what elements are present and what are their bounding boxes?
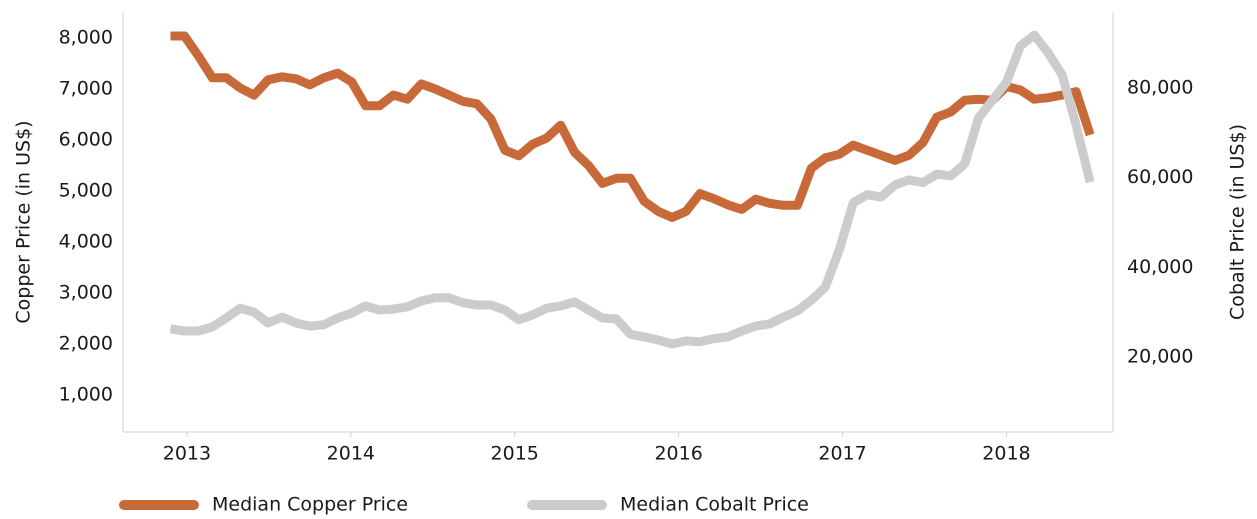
y2-tick-label: 40,000 — [1127, 256, 1193, 278]
y-tick-label: 2,000 — [59, 333, 113, 355]
y-tick-label: 4,000 — [59, 231, 113, 253]
y-tick-label: 6,000 — [59, 129, 113, 151]
legend-label: Median Cobalt Price — [620, 494, 809, 516]
x-tick-label: 2013 — [163, 443, 211, 465]
y-axis-label: Copper Price (in US$) — [13, 120, 35, 323]
x-tick-label: 2015 — [491, 443, 539, 465]
x-tick-label: 2016 — [654, 443, 702, 465]
y-tick-label: 5,000 — [59, 180, 113, 202]
y2-tick-label: 60,000 — [1127, 166, 1193, 188]
y2-tick-label: 80,000 — [1127, 77, 1193, 99]
x-tick-label: 2014 — [327, 443, 375, 465]
y2-tick-label: 20,000 — [1127, 346, 1193, 368]
y-tick-label: 3,000 — [59, 282, 113, 304]
y-tick-label: 7,000 — [59, 78, 113, 100]
series-line — [169, 30, 1095, 349]
x-tick-label: 2017 — [818, 443, 866, 465]
x-tick-label: 2018 — [982, 443, 1030, 465]
legend-label: Median Copper Price — [212, 494, 408, 516]
y-tick-label: 1,000 — [59, 384, 113, 406]
y2-axis-label: Cobalt Price (in US$) — [1227, 124, 1249, 320]
series-line — [170, 31, 1095, 222]
y-tick-label: 8,000 — [59, 27, 113, 49]
